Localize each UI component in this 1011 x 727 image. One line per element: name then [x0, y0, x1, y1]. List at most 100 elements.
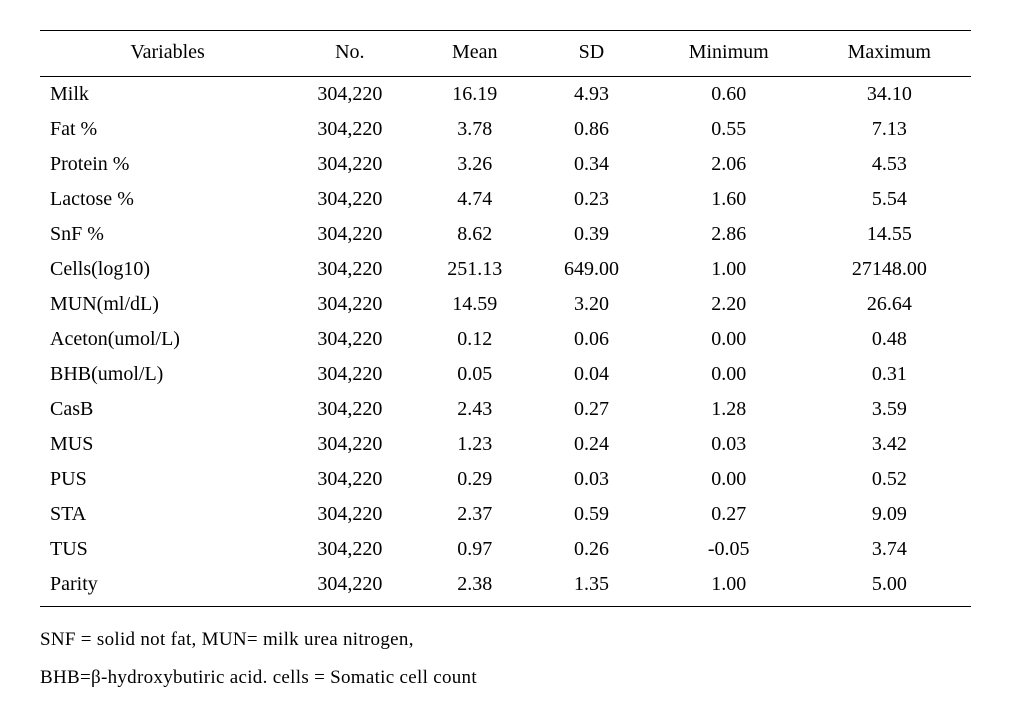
table-cell: 3.74 [808, 532, 971, 567]
table-header: Variables No. Mean SD Minimum Maximum [40, 31, 971, 77]
table-cell: 2.43 [416, 392, 533, 427]
table-cell: 0.24 [533, 427, 650, 462]
table-cell: Fat % [40, 112, 283, 147]
col-header-no: No. [283, 31, 416, 77]
table-row: Lactose %304,2204.740.231.605.54 [40, 182, 971, 217]
table-cell: PUS [40, 462, 283, 497]
table-cell: 0.00 [650, 357, 808, 392]
table-row: Fat %304,2203.780.860.557.13 [40, 112, 971, 147]
table-cell: 1.00 [650, 567, 808, 607]
table-cell: 3.20 [533, 287, 650, 322]
table-cell: 1.60 [650, 182, 808, 217]
table-cell: 1.23 [416, 427, 533, 462]
table-cell: 649.00 [533, 252, 650, 287]
table-row: Milk304,22016.194.930.6034.10 [40, 77, 971, 113]
table-cell: 4.74 [416, 182, 533, 217]
table-cell: 0.23 [533, 182, 650, 217]
table-cell: 2.37 [416, 497, 533, 532]
table-row: Parity304,2202.381.351.005.00 [40, 567, 971, 607]
table-cell: MUN(ml/dL) [40, 287, 283, 322]
table-cell: 3.26 [416, 147, 533, 182]
table-row: SnF %304,2208.620.392.8614.55 [40, 217, 971, 252]
table-row: BHB(umol/L)304,2200.050.040.000.31 [40, 357, 971, 392]
table-cell: 0.48 [808, 322, 971, 357]
table-cell: 1.00 [650, 252, 808, 287]
table-cell: 0.31 [808, 357, 971, 392]
col-header-minimum: Minimum [650, 31, 808, 77]
table-cell: 14.55 [808, 217, 971, 252]
table-cell: MUS [40, 427, 283, 462]
table-cell: 0.27 [650, 497, 808, 532]
footnote-line-1: SNF = solid not fat, MUN= milk urea nitr… [40, 621, 971, 659]
col-header-maximum: Maximum [808, 31, 971, 77]
table-cell: 0.59 [533, 497, 650, 532]
table-cell: 2.06 [650, 147, 808, 182]
table-cell: 4.53 [808, 147, 971, 182]
table-cell: 0.12 [416, 322, 533, 357]
table-cell: 1.35 [533, 567, 650, 607]
table-cell: 304,220 [283, 77, 416, 113]
table-cell: 304,220 [283, 182, 416, 217]
table-cell: Parity [40, 567, 283, 607]
table-cell: 2.38 [416, 567, 533, 607]
table-cell: 7.13 [808, 112, 971, 147]
table-row: Aceton(umol/L)304,2200.120.060.000.48 [40, 322, 971, 357]
table-cell: STA [40, 497, 283, 532]
table-cell: 0.26 [533, 532, 650, 567]
col-header-mean: Mean [416, 31, 533, 77]
table-cell: Protein % [40, 147, 283, 182]
table-cell: 0.04 [533, 357, 650, 392]
col-header-variables: Variables [40, 31, 283, 77]
table-cell: 304,220 [283, 112, 416, 147]
table-cell: 0.06 [533, 322, 650, 357]
table-cell: 8.62 [416, 217, 533, 252]
table-cell: 5.00 [808, 567, 971, 607]
table-cell: 0.97 [416, 532, 533, 567]
table-cell: 3.59 [808, 392, 971, 427]
table-row: Protein %304,2203.260.342.064.53 [40, 147, 971, 182]
table-cell: 16.19 [416, 77, 533, 113]
table-cell: Lactose % [40, 182, 283, 217]
table-row: STA304,2202.370.590.279.09 [40, 497, 971, 532]
table-body: Milk304,22016.194.930.6034.10Fat %304,22… [40, 77, 971, 607]
statistics-table: Variables No. Mean SD Minimum Maximum Mi… [40, 30, 971, 607]
table-cell: SnF % [40, 217, 283, 252]
footnote-line-2: BHB=β-hydroxybutiric acid. cells = Somat… [40, 659, 971, 697]
table-cell: 0.29 [416, 462, 533, 497]
table-cell: 0.05 [416, 357, 533, 392]
table-cell: 9.09 [808, 497, 971, 532]
table-cell: 3.78 [416, 112, 533, 147]
table-cell: 304,220 [283, 287, 416, 322]
table-cell: 0.55 [650, 112, 808, 147]
table-cell: 304,220 [283, 462, 416, 497]
table-cell: 251.13 [416, 252, 533, 287]
table-cell: 0.27 [533, 392, 650, 427]
table-cell: 0.34 [533, 147, 650, 182]
table-cell: 1.28 [650, 392, 808, 427]
table-row: PUS304,2200.290.030.000.52 [40, 462, 971, 497]
table-row: Cells(log10)304,220251.13649.001.0027148… [40, 252, 971, 287]
table-cell: 0.52 [808, 462, 971, 497]
table-cell: 2.86 [650, 217, 808, 252]
table-cell: 27148.00 [808, 252, 971, 287]
table-cell: 5.54 [808, 182, 971, 217]
table-cell: 304,220 [283, 322, 416, 357]
table-row: CasB304,2202.430.271.283.59 [40, 392, 971, 427]
table-cell: 304,220 [283, 252, 416, 287]
table-cell: 304,220 [283, 532, 416, 567]
table-cell: 2.20 [650, 287, 808, 322]
table-cell: 304,220 [283, 357, 416, 392]
table-cell: 304,220 [283, 217, 416, 252]
table-cell: 3.42 [808, 427, 971, 462]
table-cell: 0.60 [650, 77, 808, 113]
table-cell: 4.93 [533, 77, 650, 113]
table-cell: 26.64 [808, 287, 971, 322]
table-cell: CasB [40, 392, 283, 427]
table-cell: Aceton(umol/L) [40, 322, 283, 357]
table-cell: 304,220 [283, 427, 416, 462]
table-cell: 0.00 [650, 322, 808, 357]
table-row: TUS304,2200.970.26-0.053.74 [40, 532, 971, 567]
table-cell: 0.03 [650, 427, 808, 462]
table-cell: 14.59 [416, 287, 533, 322]
table-cell: 0.39 [533, 217, 650, 252]
